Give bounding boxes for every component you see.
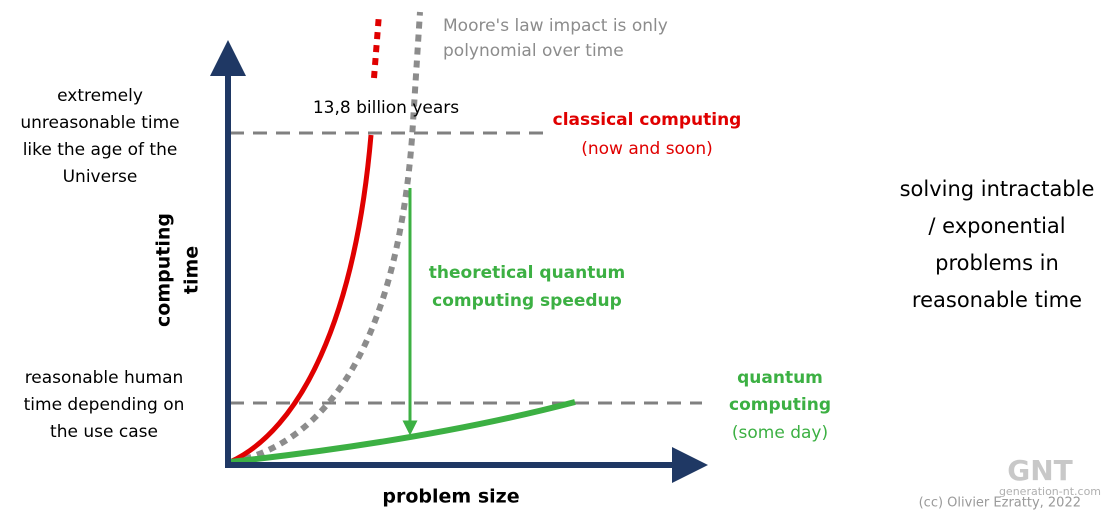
classical-label: (now and soon) bbox=[581, 139, 713, 159]
unreasonable-label: Universe bbox=[63, 167, 138, 187]
unreasonable-label: like the age of the bbox=[23, 140, 178, 160]
credit: (cc) Olivier Ezratty, 2022 bbox=[919, 496, 1081, 511]
x-axis-label: problem size bbox=[382, 486, 519, 508]
quantum-label: quantum bbox=[737, 368, 823, 388]
moore-note: Moore's law impact is only bbox=[443, 16, 668, 36]
watermark: generation-nt.com bbox=[999, 485, 1101, 498]
reasonable-label: the use case bbox=[50, 422, 158, 442]
speedup-label: theoretical quantum bbox=[429, 263, 625, 283]
quantum-curve bbox=[229, 399, 576, 465]
reasonable-label: time depending on bbox=[24, 395, 185, 415]
classical-label: classical computing bbox=[553, 110, 742, 130]
summary: solving intractable bbox=[900, 177, 1095, 201]
summary: / exponential bbox=[928, 214, 1065, 238]
quantum-label: (some day) bbox=[732, 423, 828, 443]
watermark: GNT bbox=[1007, 454, 1073, 487]
classical-curve bbox=[228, 134, 374, 465]
summary: problems in bbox=[935, 251, 1059, 275]
y-axis-label: computing bbox=[153, 213, 175, 327]
unreasonable-label: unreasonable time bbox=[20, 113, 179, 133]
age-label: 13,8 billion years bbox=[313, 98, 459, 118]
y-axis-label: time bbox=[181, 246, 203, 294]
moore-curve bbox=[231, 11, 423, 465]
moore-note: polynomial over time bbox=[443, 41, 624, 61]
unreasonable-label: extremely bbox=[57, 86, 143, 106]
classical-extension bbox=[371, 13, 382, 79]
speedup-label: computing speedup bbox=[432, 291, 622, 311]
quantum-label: computing bbox=[729, 395, 831, 415]
reasonable-label: reasonable human bbox=[25, 368, 184, 388]
summary: reasonable time bbox=[912, 288, 1082, 312]
